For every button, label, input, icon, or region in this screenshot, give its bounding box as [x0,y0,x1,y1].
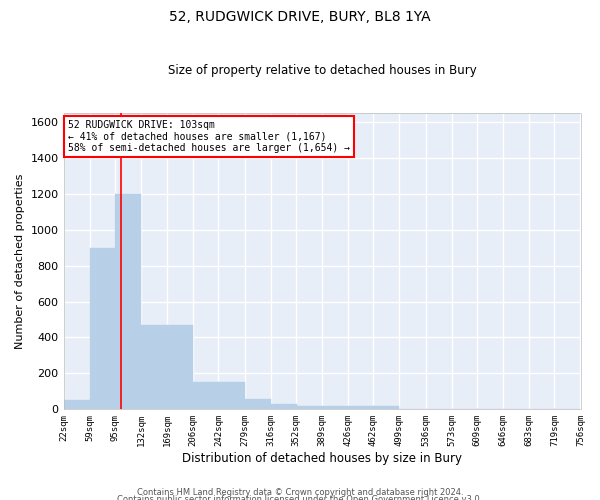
Bar [89,248,116,410]
Bar [348,406,374,409]
Bar [322,406,348,409]
X-axis label: Distribution of detached houses by size in Bury: Distribution of detached houses by size … [182,452,462,465]
Bar [167,325,193,409]
Bar [141,325,167,409]
Text: 52, RUDGWICK DRIVE, BURY, BL8 1YA: 52, RUDGWICK DRIVE, BURY, BL8 1YA [169,10,431,24]
Bar [193,382,219,409]
Bar [64,400,89,409]
Bar [271,404,296,409]
Bar [373,406,400,409]
Bar [245,398,271,409]
Title: Size of property relative to detached houses in Bury: Size of property relative to detached ho… [167,64,476,77]
Bar [115,194,141,410]
Text: Contains public sector information licensed under the Open Government Licence v3: Contains public sector information licen… [118,496,482,500]
Y-axis label: Number of detached properties: Number of detached properties [15,174,25,349]
Bar [296,406,322,409]
Text: 52 RUDGWICK DRIVE: 103sqm
← 41% of detached houses are smaller (1,167)
58% of se: 52 RUDGWICK DRIVE: 103sqm ← 41% of detac… [68,120,350,154]
Bar [218,382,245,409]
Text: Contains HM Land Registry data © Crown copyright and database right 2024.: Contains HM Land Registry data © Crown c… [137,488,463,497]
